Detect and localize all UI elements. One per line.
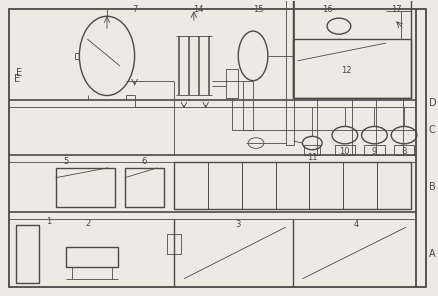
Text: 15: 15 [252, 5, 263, 14]
Text: C: C [428, 125, 434, 135]
Text: 4: 4 [353, 220, 358, 229]
Bar [304, 145, 319, 155]
Bar [292, 39, 410, 99]
Text: 6: 6 [141, 157, 147, 166]
Text: A: A [428, 249, 434, 259]
Bar [174, 162, 208, 209]
Bar [124, 168, 164, 207]
Bar [376, 162, 410, 209]
Bar [334, 145, 354, 155]
Bar [309, 162, 343, 209]
Text: E: E [14, 74, 20, 84]
Text: 8: 8 [400, 147, 406, 156]
Bar [292, 0, 410, 99]
Text: 11: 11 [306, 152, 317, 162]
Bar [167, 234, 180, 254]
Text: 3: 3 [235, 220, 240, 229]
Text: 12: 12 [341, 66, 351, 75]
Text: 2: 2 [85, 219, 91, 228]
Text: 16: 16 [321, 5, 332, 14]
Text: 17: 17 [390, 5, 400, 14]
Text: D: D [428, 99, 435, 108]
Bar [226, 69, 238, 99]
Text: 10: 10 [339, 147, 349, 156]
Bar [364, 145, 384, 155]
Bar [56, 168, 115, 207]
Text: 5: 5 [63, 157, 68, 166]
Bar [16, 225, 39, 283]
Bar [65, 247, 117, 267]
Text: 9: 9 [371, 147, 376, 156]
Bar [343, 162, 376, 209]
Bar [275, 162, 309, 209]
Text: 14: 14 [193, 5, 204, 14]
Text: 1: 1 [46, 217, 51, 226]
Text: E: E [16, 68, 22, 78]
Text: B: B [428, 182, 434, 192]
Bar [393, 145, 413, 155]
Text: 7: 7 [132, 5, 137, 14]
Bar [285, 0, 293, 145]
Bar [241, 162, 275, 209]
Bar [174, 162, 410, 209]
Bar [208, 162, 241, 209]
